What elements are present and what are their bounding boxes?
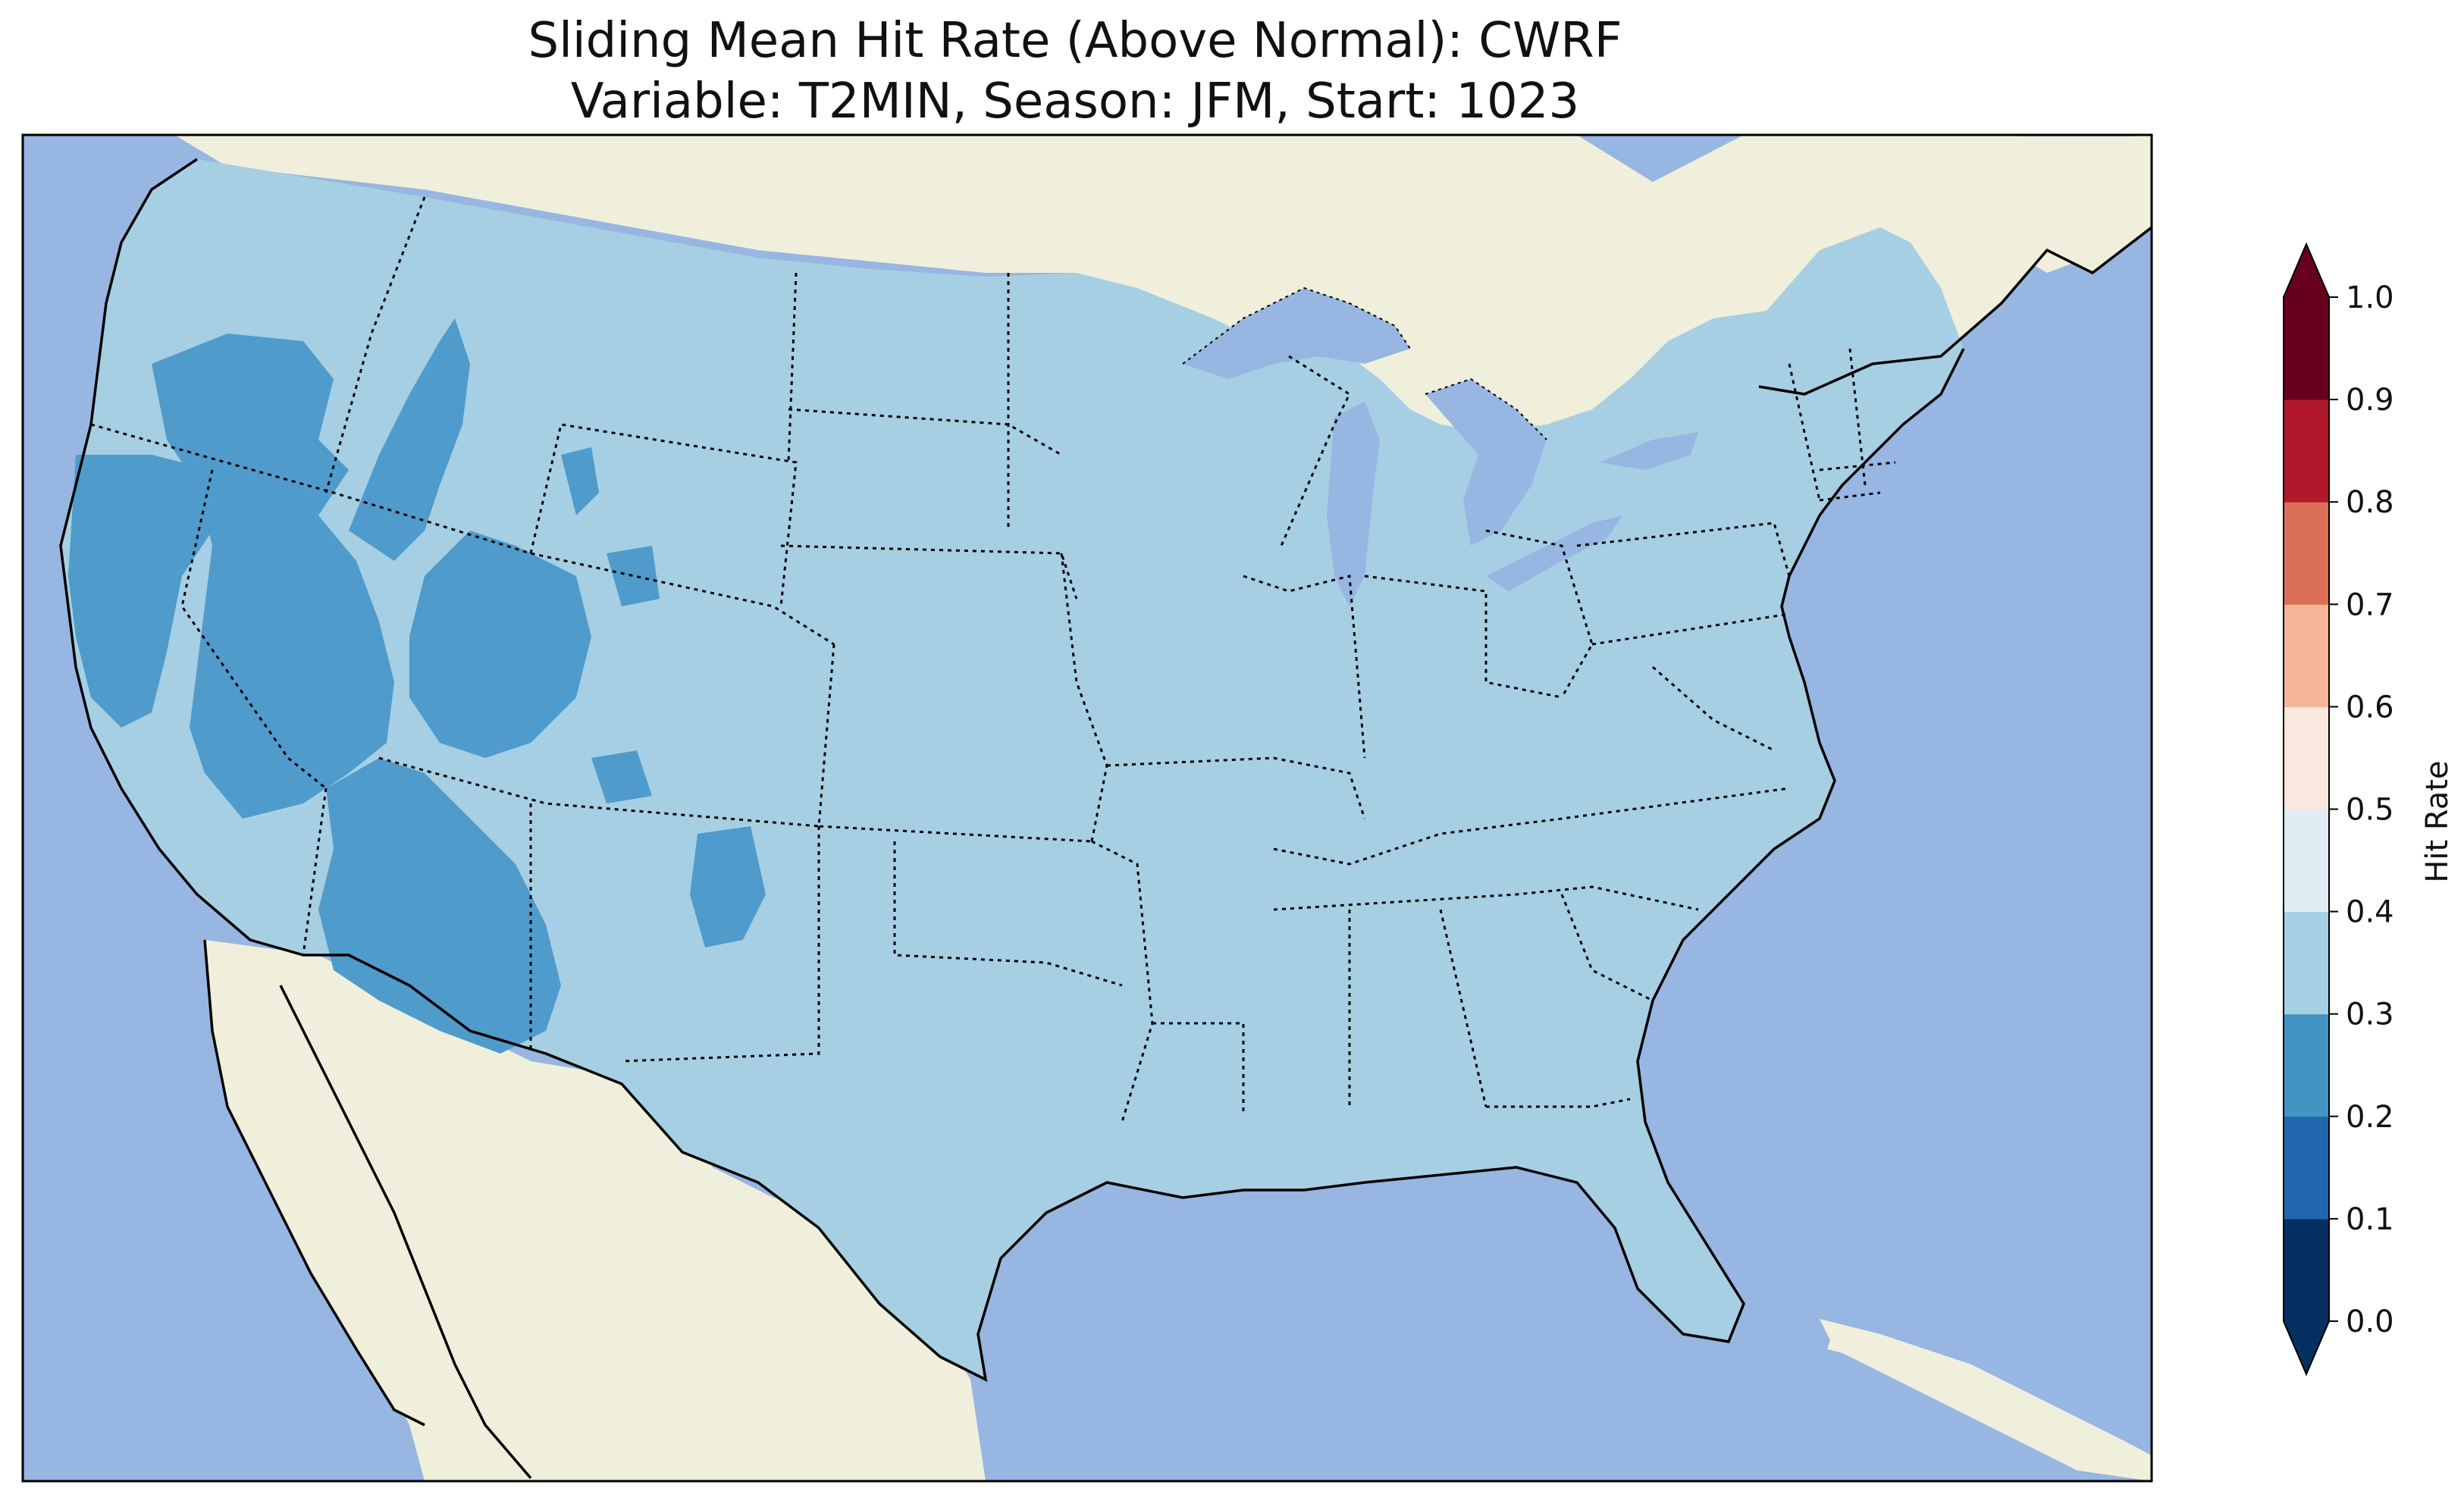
maritime-land: [1979, 136, 2152, 273]
idaho-band: [349, 318, 470, 561]
lake-superior: [1183, 288, 1410, 379]
colorbar-tick-label: 0.7: [2346, 587, 2394, 622]
bahamas-land: [1827, 1326, 1865, 1357]
colorado-patch: [591, 750, 652, 803]
rockies: [409, 531, 591, 758]
colorbar-bins: [2283, 242, 2330, 1377]
cuba-land: [1820, 1319, 2152, 1481]
colorbar-bin: [2284, 911, 2329, 1015]
canada-coastline: [1758, 226, 2152, 396]
colorbar-tick-label: 0.0: [2346, 1305, 2394, 1339]
colorbar-tick-label: 1.0: [2346, 280, 2394, 315]
colorbar-bin: [2284, 706, 2329, 810]
colorbar-bin: [2284, 1218, 2329, 1322]
colorbar-bin: [2284, 604, 2329, 707]
colorbar-tick-label: 0.5: [2346, 793, 2394, 828]
colorbar-tick-label: 0.6: [2346, 690, 2394, 725]
colorbar-tick-label: 0.8: [2346, 485, 2394, 520]
lake-michigan: [1327, 402, 1380, 606]
desert-southwest: [318, 758, 561, 1054]
title-line-2: Variable: T2MIN, Season: JFM, Start: 102…: [570, 74, 1580, 130]
map-frame: [21, 133, 2153, 1483]
colorbar-bin: [2284, 1116, 2329, 1220]
colorbar-extend-min: [2284, 1321, 2329, 1374]
colorbar-bin: [2284, 809, 2329, 913]
colorbar-label: Hit Rate: [2420, 760, 2455, 882]
wyoming-patch: [561, 447, 599, 515]
baja-coastline: [203, 939, 532, 1480]
colorbar-extend-max: [2284, 244, 2329, 297]
great-basin: [152, 334, 394, 819]
colorbar-tick-label: 0.2: [2346, 1100, 2394, 1135]
colorbar-bin: [2284, 297, 2329, 400]
colorbar-ticks: 0.0 0.1 0.2 0.3 0.4 0.5 0.6 0.7 0.8 0.9 1.0: [2329, 280, 2394, 1339]
colorbar-bin: [2284, 1013, 2329, 1117]
colorbar-tick-label: 0.1: [2346, 1202, 2394, 1237]
baja-land: [205, 940, 425, 1425]
west-coast: [68, 455, 212, 728]
coastline: [59, 158, 1965, 1383]
title-line-1: Sliding Mean Hit Rate (Above Normal): CW…: [528, 13, 1622, 69]
lake-ontario: [1600, 432, 1698, 470]
new-mexico: [690, 826, 766, 947]
lake-huron: [1425, 379, 1547, 546]
montana-patch: [607, 546, 660, 606]
colorbar-tick-label: 0.9: [2346, 383, 2394, 418]
lake-borders: [1182, 287, 1547, 440]
lake-erie: [1486, 515, 1622, 591]
colorbar-tick-label: 0.4: [2346, 895, 2394, 930]
map-title: Sliding Mean Hit Rate (Above Normal): CW…: [21, 11, 2129, 132]
colorbar-bin: [2284, 502, 2329, 605]
colorbar-tick-label: 0.3: [2346, 998, 2394, 1032]
colorbar-bin: [2284, 399, 2329, 503]
state-boundaries: [90, 196, 1896, 1123]
